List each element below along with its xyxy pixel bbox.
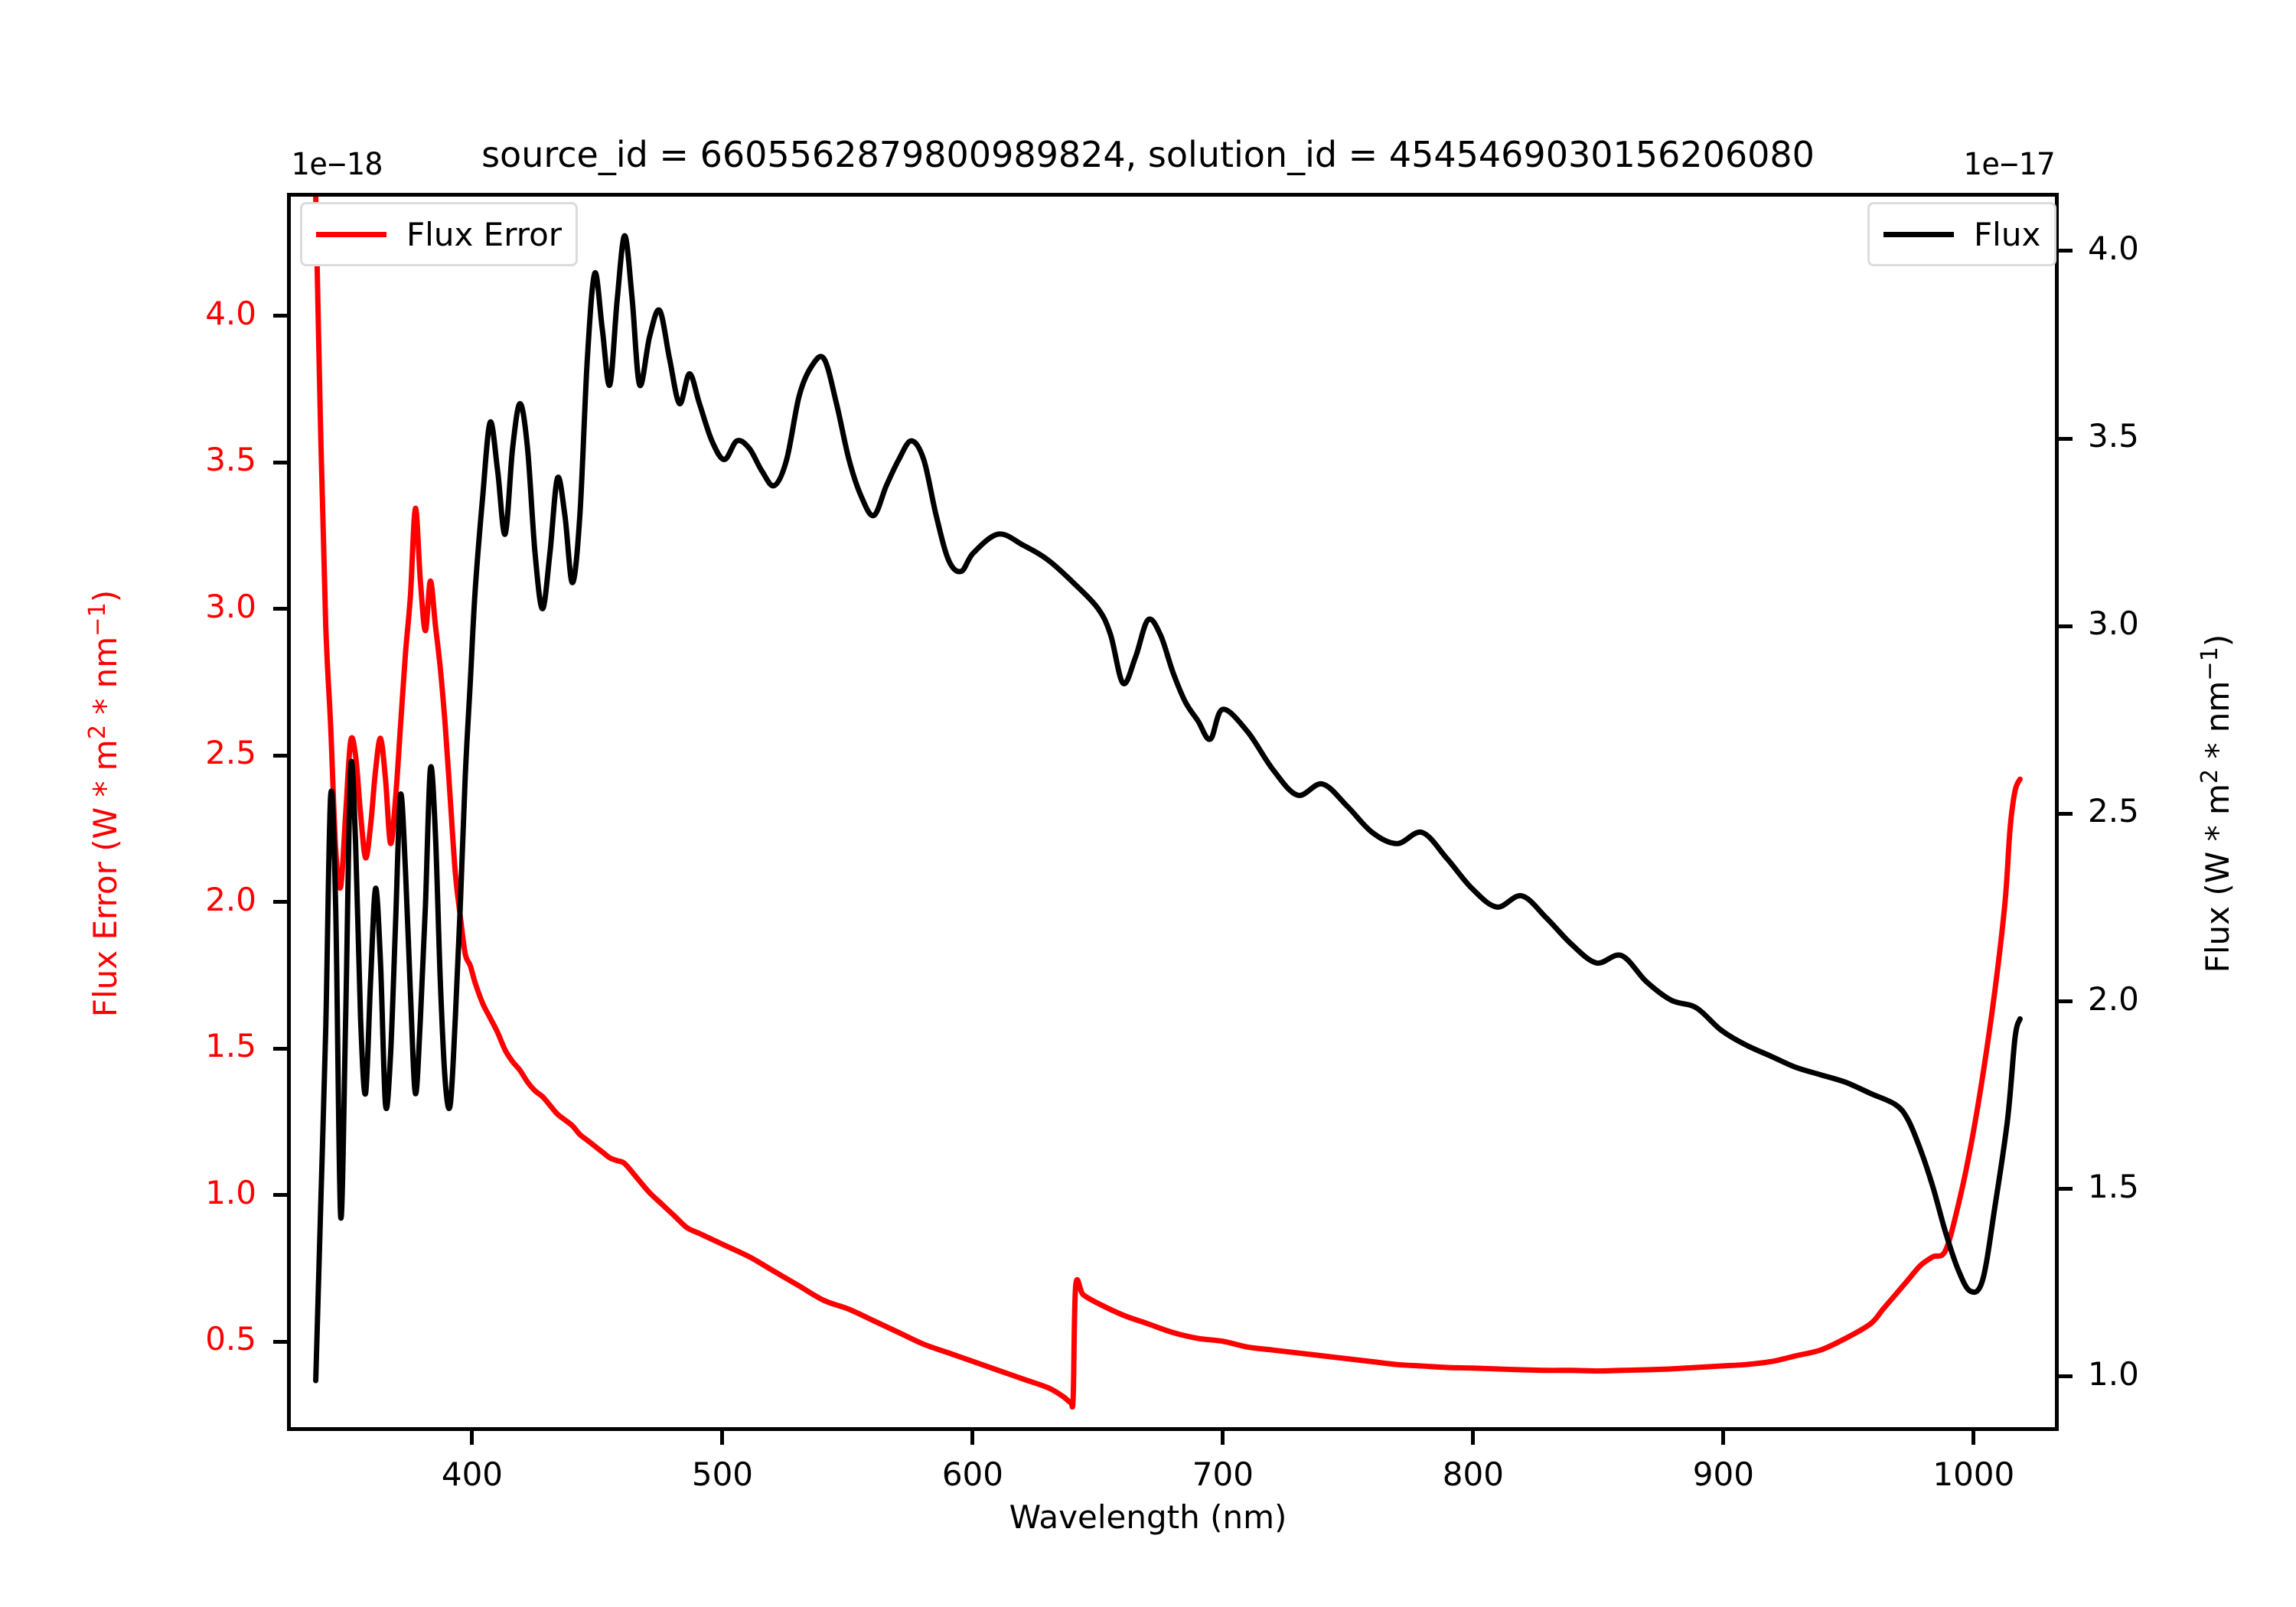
x-tick-label: 1000	[1932, 1455, 2015, 1493]
right-y-tick-mark	[2059, 624, 2073, 628]
right-y-tick-label: 4.0	[2088, 229, 2139, 267]
right-y-tick-mark	[2059, 1374, 2073, 1379]
legend-label-flux-error: Flux Error	[406, 215, 563, 253]
left-y-tick-mark	[273, 1046, 287, 1051]
right-y-tick-label: 1.0	[2088, 1354, 2139, 1393]
x-tick-mark	[1221, 1431, 1225, 1445]
left-y-tick-mark	[273, 1339, 287, 1344]
legend-label-flux: Flux	[1974, 215, 2041, 253]
left-y-tick-label: 4.0	[205, 294, 256, 332]
legend-line-flux-error	[316, 231, 386, 237]
x-tick-mark	[1721, 1431, 1726, 1445]
left-y-tick-label: 2.0	[205, 880, 256, 918]
x-tick-label: 700	[1192, 1455, 1254, 1493]
x-tick-mark	[1971, 1431, 1976, 1445]
series-line-flux	[313, 233, 2023, 1384]
x-tick-mark	[470, 1431, 475, 1445]
left-axis-offset-text: 1e−18	[291, 147, 383, 182]
x-tick-label: 500	[691, 1455, 754, 1493]
left-y-tick-label: 1.0	[205, 1173, 256, 1211]
legend-line-flux	[1883, 231, 1954, 237]
left-y-tick-mark	[273, 314, 287, 318]
right-y-axis-label: Flux (W * m2 * nm−1)	[2197, 634, 2236, 973]
right-y-tick-label: 3.5	[2088, 417, 2139, 455]
right-y-tick-label: 2.0	[2088, 980, 2139, 1018]
x-axis-label: Wavelength (nm)	[1009, 1498, 1287, 1536]
x-tick-mark	[970, 1431, 975, 1445]
right-y-tick-label: 1.5	[2088, 1167, 2139, 1205]
x-tick-label: 600	[941, 1455, 1003, 1493]
left-y-tick-label: 0.5	[205, 1320, 256, 1358]
right-y-tick-mark	[2059, 436, 2073, 441]
page-title: source_id = 6605562879800989824, solutio…	[481, 134, 1815, 175]
left-y-tick-mark	[273, 1193, 287, 1198]
plot-area	[287, 193, 2059, 1431]
left-y-tick-label: 3.5	[205, 441, 256, 479]
x-tick-label: 900	[1692, 1455, 1754, 1493]
right-y-tick-mark	[2059, 249, 2073, 253]
right-y-tick-mark	[2059, 811, 2073, 816]
left-y-tick-mark	[273, 753, 287, 758]
left-y-tick-label: 1.5	[205, 1027, 256, 1065]
legend-flux-error[interactable]: Flux Error	[300, 202, 579, 266]
right-y-tick-label: 3.0	[2088, 605, 2139, 643]
left-y-tick-mark	[273, 607, 287, 611]
right-y-tick-label: 2.5	[2088, 792, 2139, 830]
left-y-tick-label: 2.5	[205, 734, 256, 772]
left-y-tick-label: 3.0	[205, 587, 256, 625]
right-y-tick-mark	[2059, 1187, 2073, 1191]
legend-flux[interactable]: Flux	[1867, 202, 2057, 266]
x-tick-mark	[720, 1431, 725, 1445]
left-y-tick-mark	[273, 460, 287, 464]
left-y-tick-mark	[273, 900, 287, 905]
right-y-tick-mark	[2059, 999, 2073, 1004]
series-line-flux-error	[313, 197, 2023, 1410]
left-y-axis-label: Flux Error (W * m2 * nm−1)	[84, 589, 124, 1018]
x-tick-mark	[1471, 1431, 1476, 1445]
right-axis-offset-text: 1e−17	[1963, 147, 2056, 182]
plot-svg	[313, 197, 2023, 1410]
x-tick-label: 400	[441, 1455, 504, 1493]
x-tick-label: 800	[1442, 1455, 1504, 1493]
